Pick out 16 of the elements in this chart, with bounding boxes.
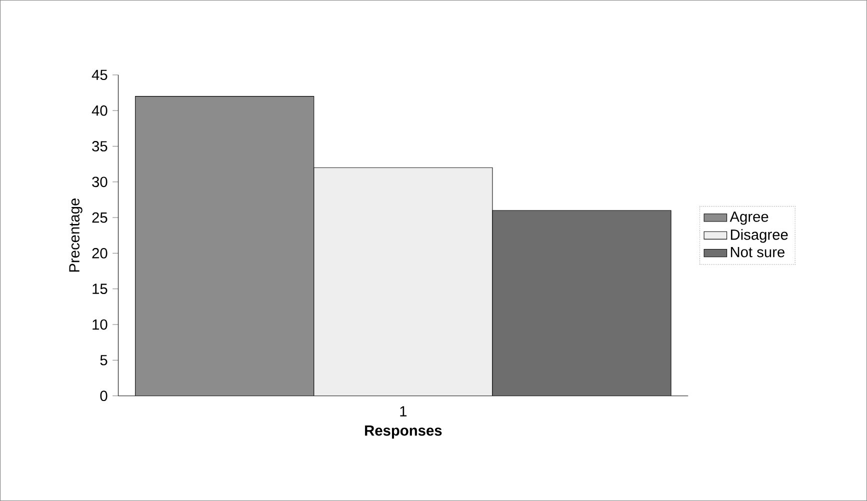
y-tick-label: 5 — [100, 355, 108, 366]
y-tick-label: 25 — [92, 212, 108, 223]
x-tick-label: 1 — [400, 406, 407, 416]
legend-label: Not sure — [730, 247, 784, 258]
y-tick-label: 30 — [92, 176, 108, 188]
legend-label: Disagree — [730, 229, 788, 243]
y-tick-label: 45 — [92, 70, 108, 80]
legend-label: Agree — [730, 212, 768, 225]
y-axis-title: Precentage — [69, 198, 82, 272]
x-axis-title: Responses — [365, 425, 442, 439]
y-tick-label: 40 — [92, 105, 108, 116]
y-tick-label: 35 — [92, 141, 108, 152]
y-tick-label: 10 — [92, 319, 108, 330]
y-tick-label: 0 — [100, 390, 108, 401]
y-tick-label: 15 — [92, 284, 108, 294]
y-tick-label: 20 — [92, 248, 108, 258]
